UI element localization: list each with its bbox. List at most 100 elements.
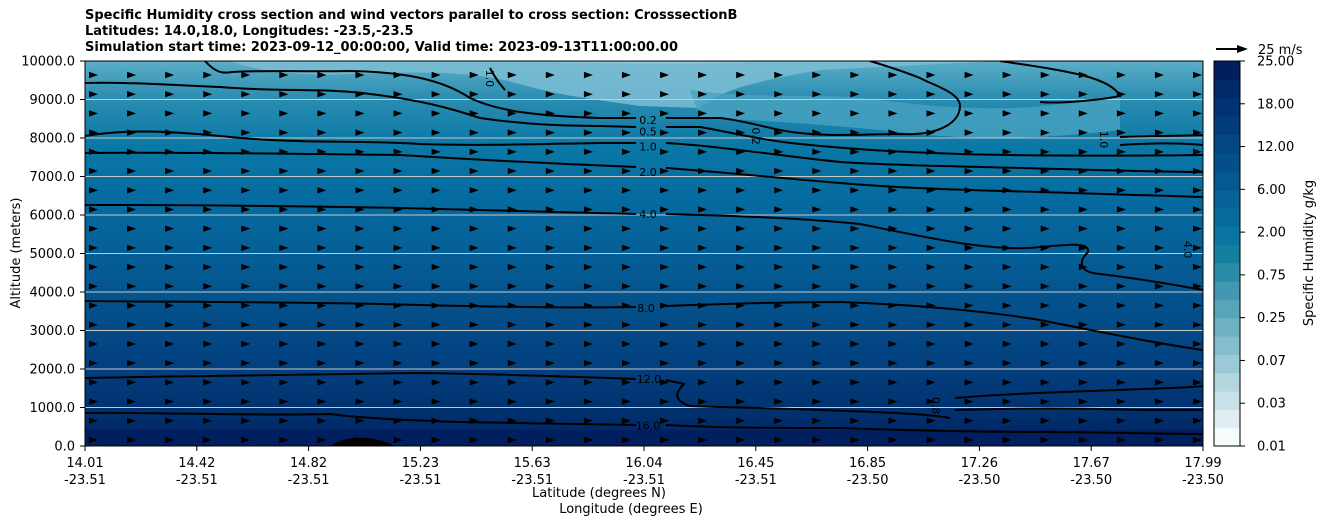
wind-vector <box>545 321 555 328</box>
wind-vector <box>774 71 784 79</box>
wind-vector <box>774 340 784 348</box>
contour-label: 1.0 <box>1097 131 1110 149</box>
wind-vector <box>507 129 517 136</box>
colorbar-segment <box>1214 317 1240 337</box>
wind-vector <box>850 206 860 213</box>
wind-vector <box>736 206 746 213</box>
wind-vector <box>317 148 327 156</box>
wind-vector <box>431 225 441 232</box>
wind-vector <box>812 167 822 175</box>
wind-vector <box>1002 340 1012 348</box>
wind-vector <box>964 110 974 117</box>
wind-vector <box>812 263 822 271</box>
wind-vector <box>355 110 365 117</box>
wind-vector <box>621 110 631 117</box>
y-tick-label: 6000.0 <box>30 209 76 224</box>
wind-vector <box>1116 283 1126 290</box>
wind-vector <box>964 302 974 309</box>
x-axis: 14.01 -23.51 14.42 -23.51 14.82 -23.51 15.23 -2… <box>64 446 1224 488</box>
wind-vector <box>1040 379 1050 386</box>
wind-vector <box>89 340 98 348</box>
wind-vector <box>279 302 289 309</box>
very-dry-region <box>520 61 760 65</box>
wind-vector <box>583 244 593 252</box>
wind-vector <box>545 71 555 79</box>
wind-vector <box>89 244 98 252</box>
wind-vector <box>1078 263 1088 271</box>
wind-vector <box>431 340 441 348</box>
wind-vector <box>317 321 327 328</box>
wind-vector <box>469 244 479 252</box>
wind-vector <box>165 359 175 367</box>
wind-vector <box>926 302 936 309</box>
wind-vector <box>1116 302 1126 309</box>
wind-key-label: 25 m/s <box>1258 43 1303 58</box>
wind-vector <box>241 379 251 386</box>
wind-vector <box>850 148 860 156</box>
wind-vector <box>431 244 441 252</box>
wind-vector <box>1193 244 1202 252</box>
x-tick-label-lon: -23.51 <box>735 473 777 488</box>
wind-vector <box>583 263 593 271</box>
wind-vector <box>1193 148 1202 156</box>
wind-vector <box>736 225 746 232</box>
wind-vector <box>545 225 555 232</box>
wind-vector <box>1116 91 1126 98</box>
wind-vector <box>583 340 593 348</box>
wind-vector <box>1002 206 1012 213</box>
wind-vector <box>1040 187 1050 194</box>
wind-vector <box>165 340 175 348</box>
colorbar-segment <box>1214 226 1240 245</box>
colorbar-tick-label: 6.00 <box>1257 183 1286 198</box>
wind-vector <box>1154 225 1164 232</box>
wind-vector <box>469 71 479 79</box>
wind-vector <box>165 71 175 79</box>
wind-vector <box>393 263 403 271</box>
wind-vector <box>127 321 137 328</box>
wind-vector <box>1154 206 1164 213</box>
wind-vector <box>279 379 289 386</box>
wind-vector <box>545 359 555 367</box>
wind-vector <box>279 417 289 424</box>
dry-region-mid <box>690 90 1120 138</box>
wind-vector <box>1040 167 1050 175</box>
wind-vector <box>317 91 327 98</box>
wind-vector <box>393 187 403 194</box>
wind-vector <box>698 359 708 367</box>
x-tick-label-lat: 14.42 <box>178 456 215 471</box>
wind-vector <box>850 167 860 175</box>
wind-vector <box>926 244 936 252</box>
wind-vector <box>621 148 631 156</box>
x-tick-label-lat: 14.01 <box>66 456 103 471</box>
wind-vector <box>736 379 746 386</box>
wind-vector <box>545 263 555 271</box>
wind-vector <box>660 91 670 98</box>
wind-vector <box>888 379 898 386</box>
x-tick-label-lon: -23.51 <box>511 473 553 488</box>
wind-vector <box>279 206 289 213</box>
wind-vector <box>355 71 365 79</box>
x-tick-label-lat: 16.04 <box>625 456 662 471</box>
wind-vector <box>1078 244 1088 252</box>
wind-vector <box>545 129 555 136</box>
wind-vector <box>1116 244 1126 252</box>
wind-vector <box>165 398 175 405</box>
wind-vector <box>165 283 175 290</box>
wind-vector <box>812 359 822 367</box>
wind-vector <box>1154 436 1164 444</box>
wind-vector <box>431 167 441 175</box>
wind-vector <box>431 206 441 213</box>
wind-vector <box>1078 225 1088 232</box>
colorbar-segment <box>1214 61 1240 80</box>
wind-vector <box>431 91 441 98</box>
wind-vector <box>469 436 479 444</box>
contour-label: 4.0 <box>1181 241 1194 259</box>
wind-vector <box>165 436 175 444</box>
wind-vector <box>660 283 670 290</box>
colorbar-segment <box>1214 409 1240 429</box>
wind-vector <box>203 91 213 98</box>
contour-labels: 0.20.51.02.04.08.012.016.01.00.2 1.04.00.… <box>483 70 1194 433</box>
wind-vector <box>355 129 365 136</box>
wind-vector <box>583 110 593 117</box>
wind-vector <box>1193 71 1202 79</box>
